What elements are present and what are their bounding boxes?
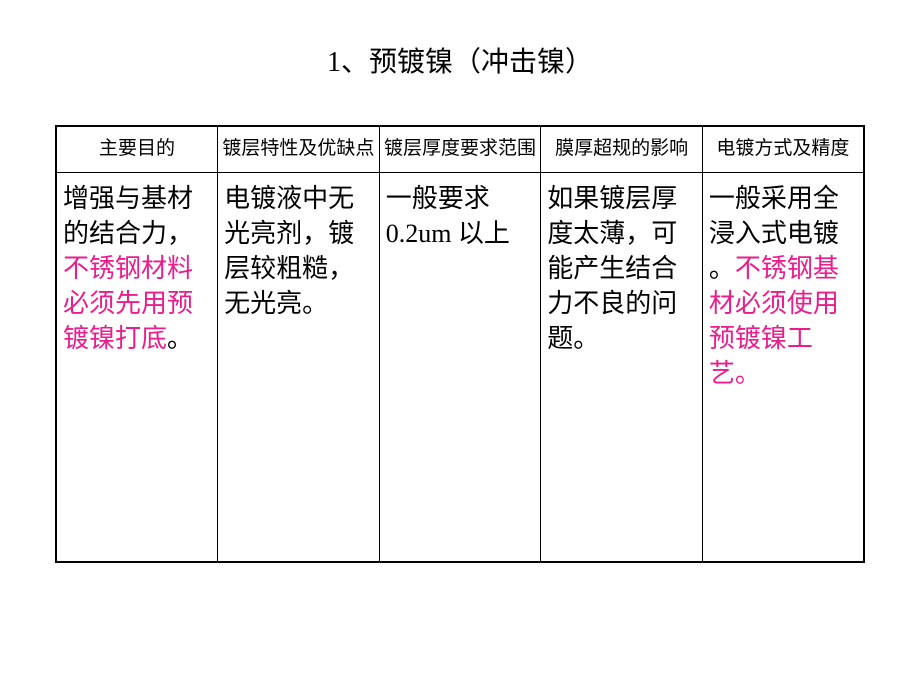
cell-purpose: 增强与基材的结合力，不锈钢材料必须先用预镀镍打底。 [56, 172, 218, 562]
cell-thickness: 一般要求0.2um 以上 [379, 172, 541, 562]
page-title: 1、预镀镍（冲击镍） [55, 40, 865, 80]
cell-overspec: 如果镀层厚度太薄，可能产生结合力不良的问题。 [541, 172, 703, 562]
cell-method: 一般采用全浸入式电镀 。不锈钢基材必须使用预镀镍工艺。 [702, 172, 864, 562]
header-purpose: 主要目的 [56, 126, 218, 172]
header-thickness: 镀层厚度要求范围 [379, 126, 541, 172]
header-characteristics: 镀层特性及优缺点 [218, 126, 380, 172]
header-overspec: 膜厚超规的影响 [541, 126, 703, 172]
header-method: 电镀方式及精度 [702, 126, 864, 172]
cell-characteristics: 电镀液中无光亮剂，镀层较粗糙，无光亮。 [218, 172, 380, 562]
plating-table: 主要目的 镀层特性及优缺点 镀层厚度要求范围 膜厚超规的影响 电镀方式及精度 增… [55, 125, 865, 563]
